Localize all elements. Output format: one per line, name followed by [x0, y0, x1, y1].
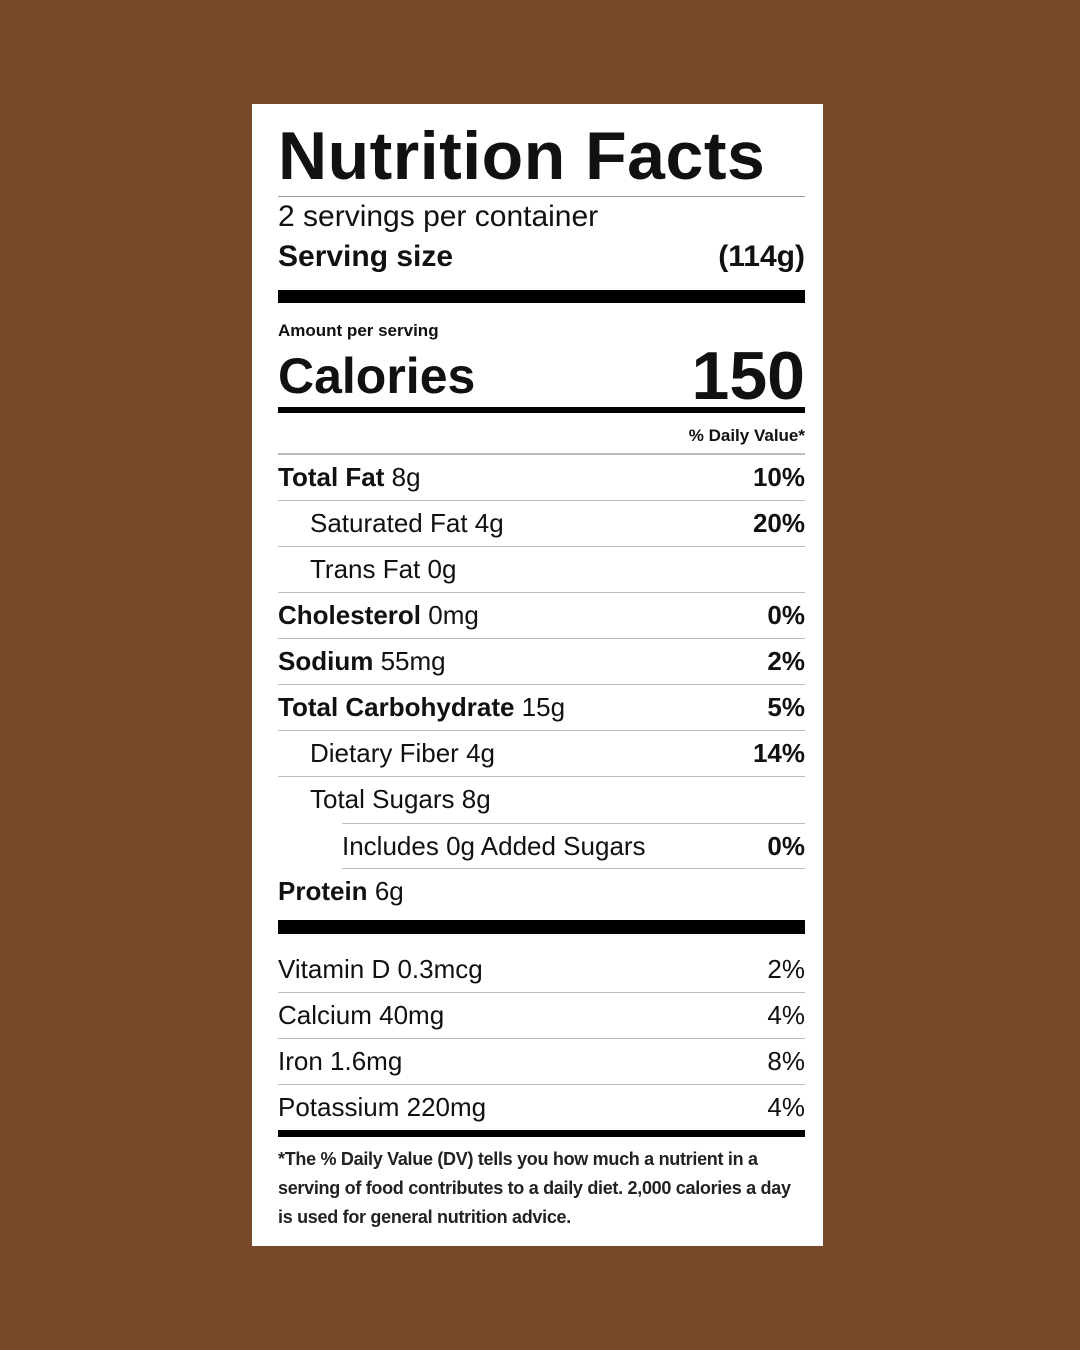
- nutrient-name: Includes 0g Added Sugars: [342, 831, 646, 861]
- vitamin-row: Iron 1.6mg 8%: [278, 1039, 805, 1085]
- vitamin-dv: 8%: [767, 1046, 805, 1076]
- nutrient-row-total-carbohydrate: Total Carbohydrate 15g 5%: [278, 685, 805, 731]
- nutrient-name: Protein: [278, 876, 368, 906]
- calories-value: 150: [691, 338, 805, 414]
- vitamin-row: Vitamin D 0.3mcg 2%: [278, 947, 805, 993]
- nutrient-name: Saturated Fat: [310, 508, 468, 538]
- nutrient-dv: 2%: [767, 646, 805, 676]
- nutrient-amount: 4g: [474, 508, 504, 538]
- nutrient-amount: 8g: [391, 462, 421, 492]
- nutrient-row-total-fat: Total Fat 8g 10%: [278, 455, 805, 501]
- vitamin-name: Vitamin D 0.3mcg: [278, 954, 483, 984]
- divider-medium: [278, 1130, 805, 1137]
- vitamin-dv: 2%: [767, 954, 805, 984]
- nutrient-name: Total Fat: [278, 462, 385, 492]
- serving-size-row: Serving size (114g): [278, 237, 805, 281]
- nutrient-row-added-sugars: Includes 0g Added Sugars 0%: [342, 823, 805, 869]
- nutrient-dv: 0%: [767, 600, 805, 630]
- nutrition-facts-label: Nutrition Facts 2 servings per container…: [252, 104, 823, 1246]
- nutrient-row-trans-fat: Trans Fat 0g: [278, 547, 805, 593]
- nutrient-amount: 55mg: [380, 646, 446, 676]
- vitamin-name: Potassium 220mg: [278, 1092, 487, 1122]
- daily-value-header: % Daily Value*: [278, 413, 805, 455]
- nutrient-dv: 20%: [752, 508, 805, 538]
- calories-label: Calories: [278, 348, 476, 404]
- nutrient-name: Dietary Fiber: [310, 738, 459, 768]
- nutrient-row-saturated-fat: Saturated Fat 4g 20%: [278, 501, 805, 547]
- nutrient-name: Sodium: [278, 646, 374, 676]
- divider-thick: [278, 920, 805, 934]
- nutrient-name: Trans Fat: [310, 554, 421, 584]
- serving-size-label: Serving size: [278, 240, 454, 273]
- nutrient-dv: 0%: [767, 831, 805, 861]
- nutrient-name: Total Carbohydrate: [278, 692, 515, 722]
- nutrient-amount: 6g: [374, 876, 404, 906]
- servings-per-container: 2 servings per container: [278, 200, 599, 233]
- vitamin-name: Iron 1.6mg: [278, 1046, 403, 1076]
- nutrient-amount: 8g: [461, 784, 491, 814]
- nutrient-name: Total Sugars: [310, 784, 455, 814]
- label-title: Nutrition Facts: [278, 116, 805, 197]
- nutrient-row-protein: Protein 6g: [278, 869, 805, 915]
- divider-thick: [278, 290, 805, 303]
- nutrient-dv: 14%: [752, 738, 805, 768]
- nutrient-name: Cholesterol: [278, 600, 422, 630]
- nutrient-amount: 0g: [427, 554, 457, 584]
- nutrient-row-cholesterol: Cholesterol 0mg 0%: [278, 593, 805, 639]
- serving-size-value: (114g): [718, 240, 805, 273]
- nutrient-amount: 4g: [466, 738, 495, 768]
- calories-row: Calories 150: [278, 338, 805, 414]
- footnote: *The % Daily Value (DV) tells you how mu…: [278, 1149, 791, 1227]
- nutrient-row-dietary-fiber: Dietary Fiber 4g 14%: [278, 731, 805, 777]
- nutrient-dv: 5%: [767, 692, 805, 722]
- vitamin-row: Potassium 220mg 4%: [278, 1085, 805, 1131]
- nutrient-row-total-sugars: Total Sugars 8g: [278, 777, 805, 823]
- vitamin-name: Calcium 40mg: [278, 1000, 445, 1030]
- nutrient-amount: 15g: [521, 692, 566, 722]
- nutrient-amount: 0mg: [428, 600, 479, 630]
- vitamin-row: Calcium 40mg 4%: [278, 993, 805, 1039]
- amount-per-serving: Amount per serving: [278, 321, 439, 340]
- vitamins-section: Vitamin D 0.3mcg 2% Calcium 40mg 4% Iron 1…: [278, 934, 805, 1131]
- vitamin-dv: 4%: [767, 1000, 805, 1030]
- divider-medium: [278, 407, 805, 413]
- vitamin-dv: 4%: [767, 1092, 805, 1122]
- nutrient-row-sodium: Sodium 55mg 2%: [278, 639, 805, 685]
- nutrient-dv: 10%: [752, 462, 805, 492]
